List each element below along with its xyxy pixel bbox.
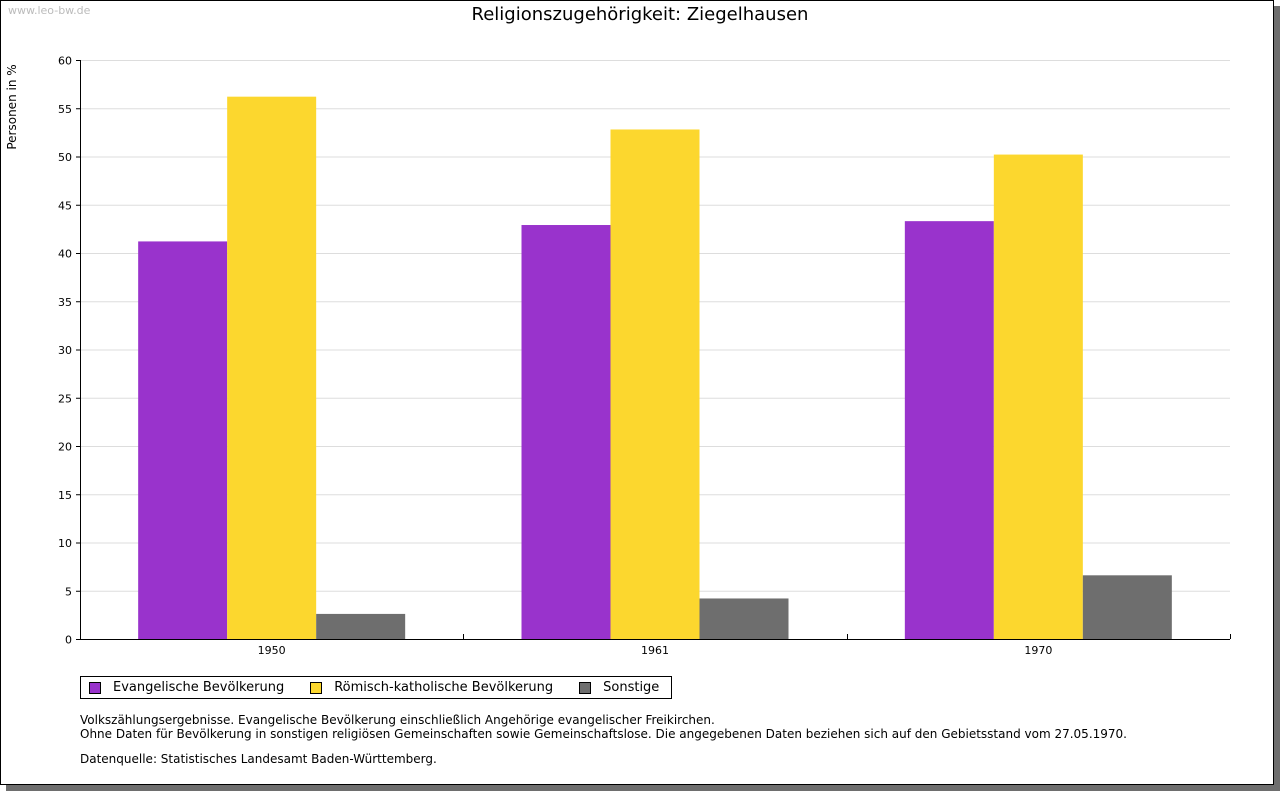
legend-item-sonstige: Sonstige xyxy=(579,680,659,695)
note-line: Volkszählungsergebnisse. Evangelische Be… xyxy=(80,713,715,727)
y-tick-label: 25 xyxy=(58,392,72,405)
legend-swatch xyxy=(89,681,101,694)
y-tick-label: 20 xyxy=(58,441,72,454)
bar-sonstige-1961 xyxy=(699,598,789,639)
bar-r-misch-katholische-bev-lkerung-1950 xyxy=(227,96,317,640)
bar-evangelische-bev-lkerung-1970 xyxy=(904,221,994,639)
bar-evangelische-bev-lkerung-1950 xyxy=(138,241,228,640)
y-tick-label: 30 xyxy=(58,344,72,357)
x-tick-label: 1970 xyxy=(1024,644,1052,657)
y-tick-label: 35 xyxy=(58,296,72,309)
legend: Evangelische Bevölkerung Römisch-katholi… xyxy=(80,676,673,699)
x-tick-label: 1950 xyxy=(258,644,286,657)
watermark: www.leo-bw.de xyxy=(8,4,91,17)
y-tick-label: 60 xyxy=(58,55,72,68)
bar-sonstige-1950 xyxy=(316,613,406,639)
y-tick-label: 45 xyxy=(58,199,72,212)
bar-sonstige-1970 xyxy=(1082,575,1172,639)
legend-label: Sonstige xyxy=(603,680,660,695)
chart-notes: Volkszählungsergebnisse. Evangelische Be… xyxy=(80,713,1127,741)
chart-title: Religionszugehörigkeit: Ziegelhausen xyxy=(471,4,809,25)
y-tick-label: 40 xyxy=(58,248,72,261)
legend-item-katholisch: Römisch-katholische Bevölkerung xyxy=(310,680,553,695)
y-axis-label: Personen in % xyxy=(5,64,19,149)
note-line: Ohne Daten für Bevölkerung in sonstigen … xyxy=(80,727,1127,741)
bar-evangelische-bev-lkerung-1961 xyxy=(521,225,611,639)
legend-swatch xyxy=(310,681,323,694)
y-tick-label: 55 xyxy=(58,103,72,116)
x-tick-label: 1961 xyxy=(641,644,669,657)
bar-r-misch-katholische-bev-lkerung-1961 xyxy=(610,129,700,640)
y-tick-label: 50 xyxy=(58,151,72,164)
legend-label: Römisch-katholische Bevölkerung xyxy=(334,680,554,695)
y-tick-label: 5 xyxy=(65,585,72,598)
y-tick-label: 15 xyxy=(58,489,72,502)
y-tick-label: 0 xyxy=(65,634,72,647)
legend-label: Evangelische Bevölkerung xyxy=(113,680,285,695)
bar-r-misch-katholische-bev-lkerung-1970 xyxy=(993,154,1083,639)
data-source: Datenquelle: Statistisches Landesamt Bad… xyxy=(80,752,437,766)
legend-item-evangelisch: Evangelische Bevölkerung xyxy=(89,680,284,695)
y-tick-label: 10 xyxy=(58,537,72,550)
legend-swatch xyxy=(579,681,592,694)
